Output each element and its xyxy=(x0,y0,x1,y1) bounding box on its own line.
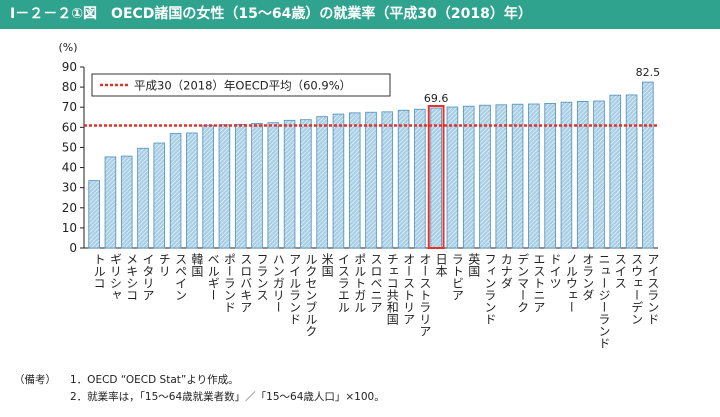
y-tick-label: 40 xyxy=(62,161,77,175)
y-tick-label: 70 xyxy=(62,100,77,114)
legend-label: 平成30（2018）年OECD平均（60.9%） xyxy=(134,79,351,93)
note-line-1: （備考） 1．OECD “OECD Stat”より作成。 xyxy=(14,372,385,389)
x-tick-label: ドイツ xyxy=(548,253,562,289)
x-tick-label: アイルランド xyxy=(288,253,302,325)
x-tick-label: スロバキア xyxy=(239,253,253,313)
bar-30 xyxy=(560,101,573,249)
bar-25 xyxy=(479,104,491,249)
bar-8 xyxy=(202,124,214,249)
y-tick-label: 30 xyxy=(62,181,77,195)
bar-18 xyxy=(365,111,377,249)
bar-13 xyxy=(283,119,296,249)
x-tick-label: ニュージーランド xyxy=(597,253,611,349)
notes: （備考） 1．OECD “OECD Stat”より作成。 2．就業率は，「15～6… xyxy=(14,372,385,406)
x-tick-label: フランス xyxy=(255,253,269,301)
x-tick-label: スロベニア xyxy=(369,253,383,313)
notes-prefix: （備考） xyxy=(14,374,56,386)
x-tick-label: アイスランド xyxy=(646,253,660,325)
x-tick-label: オーストリア xyxy=(402,253,416,325)
bar-2 xyxy=(104,156,117,249)
bar-24 xyxy=(462,105,475,249)
bar-9 xyxy=(218,124,231,249)
x-tick-label: イスラエル xyxy=(336,253,350,313)
x-tick-label: チェコ共和国 xyxy=(385,253,399,325)
bar-33 xyxy=(609,94,622,249)
y-tick-label: 50 xyxy=(62,140,77,154)
bar-27 xyxy=(511,103,524,249)
x-tick-label: オランダ xyxy=(581,253,595,301)
y-tick-label: 60 xyxy=(62,120,77,134)
x-tick-label: メキシコ xyxy=(125,253,139,301)
bar-34 xyxy=(625,94,638,249)
x-tick-label: カナダ xyxy=(499,253,513,289)
x-tick-label: トルコ xyxy=(92,253,106,289)
bar-16 xyxy=(332,113,345,249)
x-tick-label: オーストラリア xyxy=(418,253,432,337)
note-line-2: 2．就業率は，「15～64歳就業者数」／「15～64歳人口」×100。 xyxy=(14,389,385,406)
bar-10 xyxy=(234,123,247,249)
bar-15 xyxy=(316,116,328,249)
bar-6 xyxy=(169,133,182,249)
legend-box xyxy=(91,73,391,97)
y-axis-unit: (%) xyxy=(58,41,77,54)
x-tick-label: エストニア xyxy=(532,253,546,313)
bar-32 xyxy=(593,100,605,249)
bar-1 xyxy=(88,180,100,249)
x-tick-label: チリ xyxy=(157,253,171,277)
x-tick-label: ベルギー xyxy=(206,253,220,301)
x-tick-label: 米国 xyxy=(320,253,334,277)
x-tick-label: スウェーデン xyxy=(630,253,644,325)
bar-29 xyxy=(544,103,556,249)
bar-4 xyxy=(137,147,149,249)
bar-chart: (%)0102030405060708090トルコ ギリシャ メキシコ イタリア チリス… xyxy=(58,41,661,349)
data-label: 82.5 xyxy=(636,66,661,79)
x-tick-label: ギリシャ xyxy=(108,253,122,301)
x-tick-label: 日本 xyxy=(434,253,448,278)
highlight-box xyxy=(427,105,445,249)
x-tick-label: デンマーク xyxy=(516,253,530,313)
note-text-2: 2．就業率は，「15～64歳就業者数」／「15～64歳人口」×100。 xyxy=(70,391,385,403)
bar-28 xyxy=(528,103,540,249)
bar-5 xyxy=(153,142,166,249)
x-tick-label: ラトビア xyxy=(450,253,464,301)
bar-19 xyxy=(381,111,394,249)
y-tick-label: 10 xyxy=(62,221,77,235)
bar-11 xyxy=(251,123,263,249)
data-label: 69.6 xyxy=(424,92,449,105)
bar-21 xyxy=(414,108,426,249)
x-tick-label: スイス xyxy=(613,253,627,289)
bar-31 xyxy=(576,100,589,249)
y-tick-label: 20 xyxy=(62,201,77,215)
x-tick-label: ポルトガル xyxy=(353,253,367,313)
bar-20 xyxy=(397,109,410,249)
bar-3 xyxy=(120,155,133,249)
x-tick-label: ハンガリー xyxy=(271,253,285,313)
y-tick-label: 0 xyxy=(69,241,77,255)
note-text-1: 1．OECD “OECD Stat”より作成。 xyxy=(70,374,239,386)
x-tick-label: ポーランド xyxy=(222,253,236,313)
x-tick-label: ノルウェー xyxy=(564,253,578,313)
x-tick-label: イタリア xyxy=(141,253,155,301)
bar-26 xyxy=(495,104,508,249)
bar-23 xyxy=(446,106,459,249)
x-tick-label: 韓国 xyxy=(190,253,204,277)
bar-12 xyxy=(267,122,280,249)
x-tick-label: ルクセンブルク xyxy=(304,253,318,337)
x-tick-label: 英国 xyxy=(467,253,481,277)
bar-35 xyxy=(642,81,654,249)
bar-7 xyxy=(186,132,198,249)
figure-title: Ⅰ－２－２①図 OECD諸国の女性（15～64歳）の就業率（平成30（2018）… xyxy=(0,0,720,29)
y-tick-label: 90 xyxy=(62,60,77,74)
y-tick-label: 80 xyxy=(62,80,77,94)
bar-17 xyxy=(348,112,361,249)
bar-14 xyxy=(300,119,312,249)
x-tick-label: フィンランド xyxy=(483,253,497,325)
x-tick-label: スペイン xyxy=(174,253,188,301)
bar-22 xyxy=(430,107,442,249)
